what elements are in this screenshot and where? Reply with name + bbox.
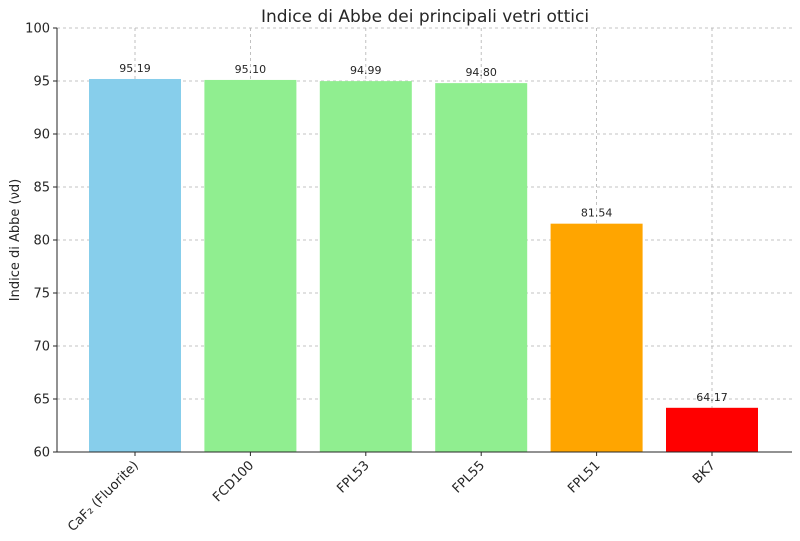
x-tick-label: FCD100 xyxy=(210,458,257,505)
bar xyxy=(550,223,643,452)
bar-value-label: 94.80 xyxy=(465,66,497,79)
y-tick-label: 90 xyxy=(33,128,50,143)
y-tick-label: 65 xyxy=(33,393,50,408)
bar-value-label: 94.99 xyxy=(350,64,382,77)
bar xyxy=(319,81,412,452)
bar-value-label: 95.19 xyxy=(119,62,151,75)
y-tick-label: 75 xyxy=(33,287,50,302)
y-tick-label: 60 xyxy=(33,446,50,461)
bar xyxy=(204,79,297,452)
bar xyxy=(666,407,758,452)
bar-value-label: 95.10 xyxy=(235,63,267,76)
x-tick-label: FPL53 xyxy=(334,458,372,496)
chart-title: Indice di Abbe dei principali vetri otti… xyxy=(261,7,589,27)
bar-value-label: 81.54 xyxy=(581,207,613,220)
x-tick-label: FPL51 xyxy=(565,458,603,496)
bars xyxy=(89,78,758,453)
x-tick-label: BK7 xyxy=(690,458,719,487)
y-tick-label: 70 xyxy=(33,340,50,355)
x-axis-ticks: CaF₂ (Fluorite) FCD100 FPL53 FPL55 FPL51 BK7 xyxy=(65,452,719,535)
y-tick-label: 100 xyxy=(25,22,50,37)
bar xyxy=(89,78,181,453)
y-axis-ticks: 60 65 70 75 80 85 90 95 100 xyxy=(25,22,57,461)
y-tick-label: 80 xyxy=(33,234,50,249)
data-labels: 95.19 95.10 94.99 94.80 81.54 64.17 xyxy=(119,62,728,404)
bar-value-label: 64.17 xyxy=(696,391,728,404)
y-tick-label: 85 xyxy=(33,181,50,196)
y-tick-label: 95 xyxy=(33,75,50,90)
bar xyxy=(435,83,528,453)
y-axis-label: Indice di Abbe (νd) xyxy=(8,179,23,301)
x-tick-label: FPL55 xyxy=(450,458,488,496)
x-tick-label: CaF₂ (Fluorite) xyxy=(65,458,142,535)
